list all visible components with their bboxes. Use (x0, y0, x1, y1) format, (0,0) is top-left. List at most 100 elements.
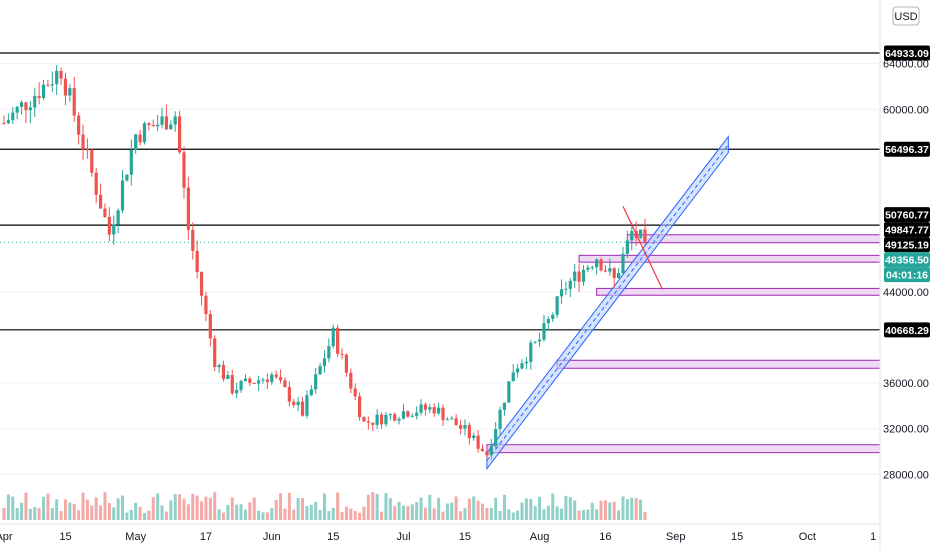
candle-body[interactable] (134, 134, 138, 151)
candle-body[interactable] (239, 381, 243, 391)
candle-body[interactable] (450, 418, 454, 420)
candle-body[interactable] (85, 149, 90, 151)
candle-body[interactable] (182, 152, 186, 188)
candle-body[interactable] (586, 267, 590, 270)
candle-body[interactable] (90, 149, 94, 173)
candle-body[interactable] (327, 346, 331, 359)
candle-body[interactable] (120, 180, 125, 211)
candle-body[interactable] (507, 381, 511, 403)
candle-body[interactable] (423, 404, 428, 410)
candle-body[interactable] (441, 407, 445, 420)
candle-body[interactable] (564, 288, 568, 290)
candle-body[interactable] (621, 253, 625, 274)
candle-body[interactable] (625, 240, 629, 254)
candle-body[interactable] (551, 314, 555, 319)
candle-body[interactable] (546, 318, 550, 324)
candle-body[interactable] (11, 112, 15, 121)
candle-body[interactable] (371, 422, 375, 425)
candle-body[interactable] (305, 395, 309, 416)
candle-body[interactable] (63, 78, 68, 96)
candle-body[interactable] (142, 123, 147, 143)
candle-body[interactable] (595, 259, 599, 268)
candle-body[interactable] (50, 84, 54, 86)
candle-body[interactable] (151, 125, 155, 127)
candle-body[interactable] (362, 417, 366, 422)
candle-body[interactable] (261, 379, 265, 381)
candle-body[interactable] (467, 425, 471, 439)
candle-body[interactable] (107, 216, 111, 235)
candle-body[interactable] (204, 295, 208, 314)
candle-body[interactable] (437, 407, 441, 414)
candle-body[interactable] (419, 404, 423, 413)
candle-body[interactable] (283, 380, 287, 387)
candle-body[interactable] (15, 106, 19, 113)
candle-body[interactable] (169, 124, 173, 130)
candle-body[interactable] (529, 342, 533, 362)
candle-body[interactable] (384, 414, 388, 425)
candle-body[interactable] (463, 425, 467, 429)
candle-body[interactable] (322, 358, 327, 367)
candle-body[interactable] (292, 401, 296, 406)
candle-body[interactable] (230, 375, 234, 394)
candle-body[interactable] (112, 224, 116, 235)
candle-body[interactable] (612, 268, 616, 279)
candle-body[interactable] (353, 388, 357, 397)
candle-body[interactable] (226, 375, 230, 379)
candle-body[interactable] (164, 116, 169, 130)
candle-body[interactable] (248, 378, 252, 383)
candle-body[interactable] (454, 418, 458, 426)
candle-body[interactable] (511, 372, 515, 382)
candle-body[interactable] (72, 88, 76, 116)
candle-body[interactable] (388, 414, 392, 416)
candle-body[interactable] (432, 407, 436, 414)
candle-body[interactable] (235, 390, 239, 394)
candle-body[interactable] (331, 327, 335, 347)
candle-body[interactable] (252, 382, 256, 384)
candle-body[interactable] (265, 379, 269, 383)
candle-body[interactable] (533, 341, 537, 343)
candle-body[interactable] (397, 418, 401, 421)
candle-body[interactable] (340, 353, 344, 355)
candle-body[interactable] (542, 323, 546, 340)
candle-body[interactable] (55, 70, 59, 85)
candle-body[interactable] (138, 134, 142, 143)
candle-body[interactable] (81, 134, 85, 150)
candle-body[interactable] (46, 84, 50, 86)
candle-body[interactable] (520, 363, 524, 369)
candle-body[interactable] (415, 412, 419, 416)
candle-body[interactable] (638, 229, 643, 238)
candle-body[interactable] (257, 380, 261, 384)
candle-body[interactable] (6, 120, 10, 124)
candle-body[interactable] (19, 102, 24, 107)
candle-body[interactable] (617, 273, 621, 279)
candle-body[interactable] (406, 411, 410, 417)
candle-body[interactable] (494, 429, 498, 446)
candle-body[interactable] (393, 414, 397, 421)
candle-body[interactable] (577, 271, 581, 282)
candle-body[interactable] (630, 231, 634, 241)
candle-body[interactable] (2, 122, 6, 124)
candle-body[interactable] (98, 194, 103, 209)
candle-body[interactable] (458, 425, 463, 429)
candle-body[interactable] (573, 271, 577, 281)
candle-body[interactable] (603, 270, 608, 272)
candle-body[interactable] (178, 116, 182, 153)
candle-body[interactable] (480, 448, 485, 452)
currency-box[interactable] (892, 6, 920, 26)
candle-body[interactable] (516, 368, 520, 373)
candle-body[interactable] (41, 84, 46, 99)
candle-body[interactable] (37, 96, 41, 99)
candle-body[interactable] (401, 411, 406, 419)
candle-body[interactable] (147, 123, 151, 126)
candle-body[interactable] (366, 421, 370, 423)
candle-body[interactable] (410, 415, 414, 417)
candle-body[interactable] (608, 268, 612, 272)
red-trendline[interactable] (622, 205, 664, 290)
candle-body[interactable] (68, 88, 72, 96)
candle-body[interactable] (498, 409, 502, 430)
candle-body[interactable] (191, 229, 195, 251)
candle-body[interactable] (428, 407, 432, 410)
candle-body[interactable] (77, 115, 81, 135)
candle-body[interactable] (129, 150, 133, 175)
candle-body[interactable] (199, 271, 204, 296)
